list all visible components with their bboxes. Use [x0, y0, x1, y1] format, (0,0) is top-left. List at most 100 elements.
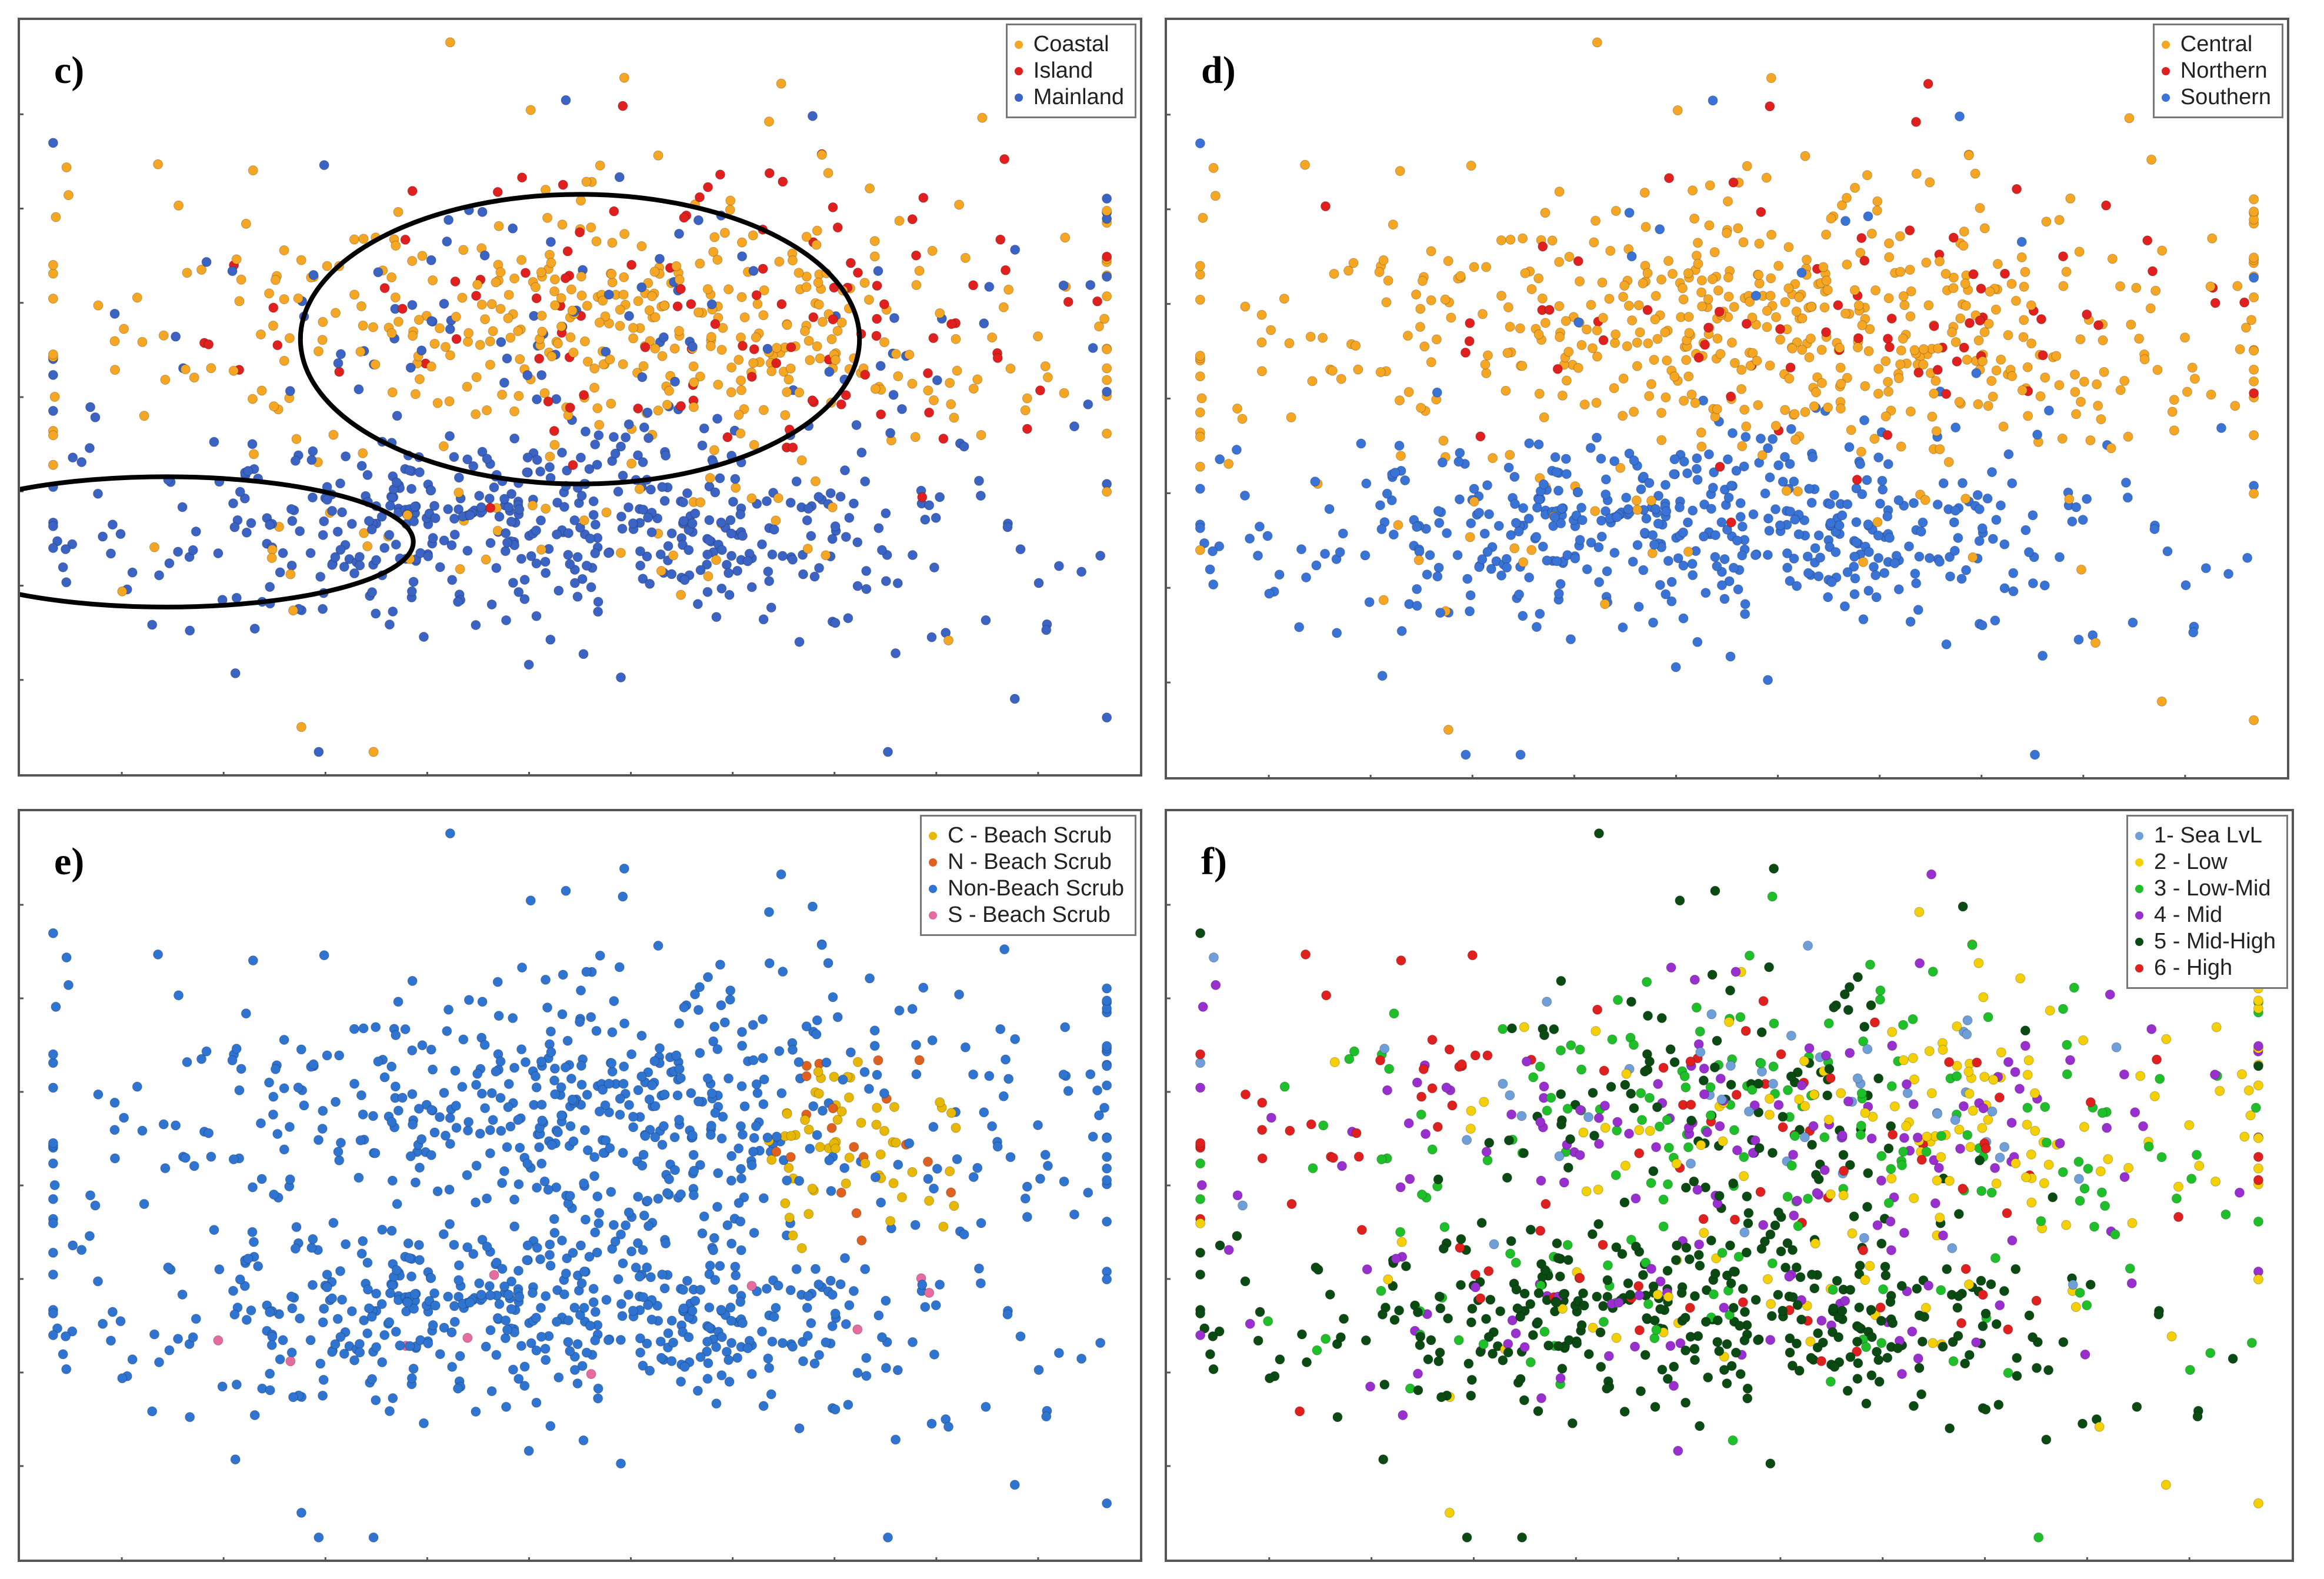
- scatter-point: [1815, 552, 1826, 563]
- scatter-point: [586, 582, 596, 592]
- scatter-point: [1641, 222, 1651, 232]
- scatter-point: [697, 1228, 708, 1239]
- scatter-point: [1884, 252, 1895, 262]
- scatter-point: [841, 390, 851, 401]
- scatter-point: [1444, 1044, 1455, 1055]
- scatter-point: [805, 355, 815, 365]
- scatter-point: [1865, 1261, 1875, 1271]
- scatter-point: [505, 332, 516, 343]
- scatter-point: [308, 1059, 319, 1070]
- scatter-point: [645, 1365, 655, 1376]
- scatter-point: [1993, 1400, 2004, 1410]
- scatter-point: [656, 1353, 666, 1363]
- scatter-point: [1501, 554, 1512, 564]
- scatter-point: [649, 1056, 660, 1067]
- scatter-point: [1917, 1336, 1928, 1347]
- scatter-point: [370, 1148, 381, 1158]
- scatter-point: [859, 278, 870, 288]
- scatter-point: [748, 230, 758, 241]
- scatter-point: [1009, 1480, 1020, 1490]
- scatter-point: [1563, 1255, 1573, 1265]
- scatter-point: [2253, 1163, 2263, 1174]
- scatter-point: [581, 176, 592, 187]
- scatter-point: [1972, 489, 1983, 500]
- scatter-point: [588, 496, 599, 507]
- scatter-point: [1783, 283, 1794, 294]
- legend-entry-mid-high: 5 - Mid-High: [2135, 928, 2276, 955]
- scatter-point: [279, 1144, 289, 1155]
- scatter-point: [580, 427, 591, 437]
- scatter-point: [1938, 1230, 1948, 1241]
- scatter-point: [758, 1401, 769, 1411]
- scatter-point: [1938, 1341, 1948, 1352]
- scatter-point: [1533, 1406, 1543, 1417]
- scatter-point: [1873, 1073, 1884, 1084]
- scatter-point: [2102, 1122, 2112, 1133]
- scatter-point: [801, 1071, 812, 1081]
- scatter-point: [368, 1111, 378, 1121]
- scatter-point: [1318, 1120, 1329, 1131]
- scatter-point: [532, 394, 542, 405]
- scatter-point: [1195, 261, 1205, 271]
- scatter-point: [542, 1002, 553, 1013]
- scatter-point: [231, 254, 242, 265]
- scatter-point: [1716, 1094, 1727, 1105]
- scatter-point: [335, 545, 346, 555]
- scatter-point: [1414, 547, 1425, 557]
- scatter-point: [616, 511, 626, 522]
- scatter-point: [628, 322, 638, 333]
- scatter-point: [1195, 1218, 1206, 1228]
- scatter-point: [1540, 1265, 1551, 1275]
- scatter-point: [1862, 170, 1872, 181]
- scatter-point: [702, 1374, 713, 1384]
- scatter-point: [1395, 1227, 1406, 1237]
- scatter-point: [544, 1250, 555, 1260]
- scatter-point: [1744, 950, 1755, 961]
- scatter-point: [1764, 962, 1775, 972]
- scatter-point: [737, 1130, 748, 1140]
- scatter-point: [1378, 255, 1389, 265]
- scatter-point: [1596, 531, 1607, 542]
- scatter-point: [1435, 1303, 1446, 1314]
- scatter-point: [1710, 1268, 1721, 1279]
- scatter-point: [2245, 1110, 2256, 1121]
- scatter-point: [544, 462, 555, 472]
- scatter-point: [929, 1349, 939, 1360]
- scatter-point: [1348, 258, 1359, 268]
- scatter-point: [1195, 294, 1205, 305]
- scatter-point: [603, 289, 614, 300]
- scatter-point: [362, 1257, 373, 1268]
- scatter-point: [1570, 553, 1581, 564]
- scatter-point: [657, 482, 668, 492]
- scatter-point: [891, 1137, 901, 1148]
- scatter-point: [115, 1316, 126, 1327]
- scatter-point: [1799, 1132, 1810, 1142]
- scatter-point: [814, 562, 825, 573]
- scatter-point: [2061, 267, 2072, 277]
- scatter-point: [914, 1055, 925, 1065]
- scatter-point: [349, 1078, 359, 1089]
- scatter-point: [702, 587, 713, 597]
- scatter-point: [1905, 225, 1915, 236]
- scatter-point: [1621, 1068, 1632, 1079]
- scatter-point: [999, 944, 1010, 955]
- scatter-point: [1650, 1401, 1661, 1412]
- scatter-point: [1764, 525, 1775, 536]
- scatter-point: [1886, 1173, 1897, 1184]
- scatter-point: [1231, 444, 1242, 455]
- scatter-point: [522, 1158, 533, 1169]
- scatter-point: [1607, 1034, 1618, 1045]
- scatter-point: [1893, 495, 1904, 505]
- scatter-point: [907, 549, 918, 560]
- scatter-point: [1909, 1193, 1919, 1204]
- scatter-point: [519, 1381, 530, 1391]
- scatter-point: [735, 428, 746, 439]
- scatter-point: [1826, 213, 1836, 224]
- scatter-point: [471, 409, 481, 419]
- scatter-point: [856, 1117, 866, 1128]
- scatter-point: [1396, 955, 1406, 966]
- scatter-point: [562, 246, 573, 256]
- scatter-point: [177, 1290, 188, 1300]
- scatter-point: [84, 443, 95, 454]
- scatter-point: [576, 1278, 587, 1288]
